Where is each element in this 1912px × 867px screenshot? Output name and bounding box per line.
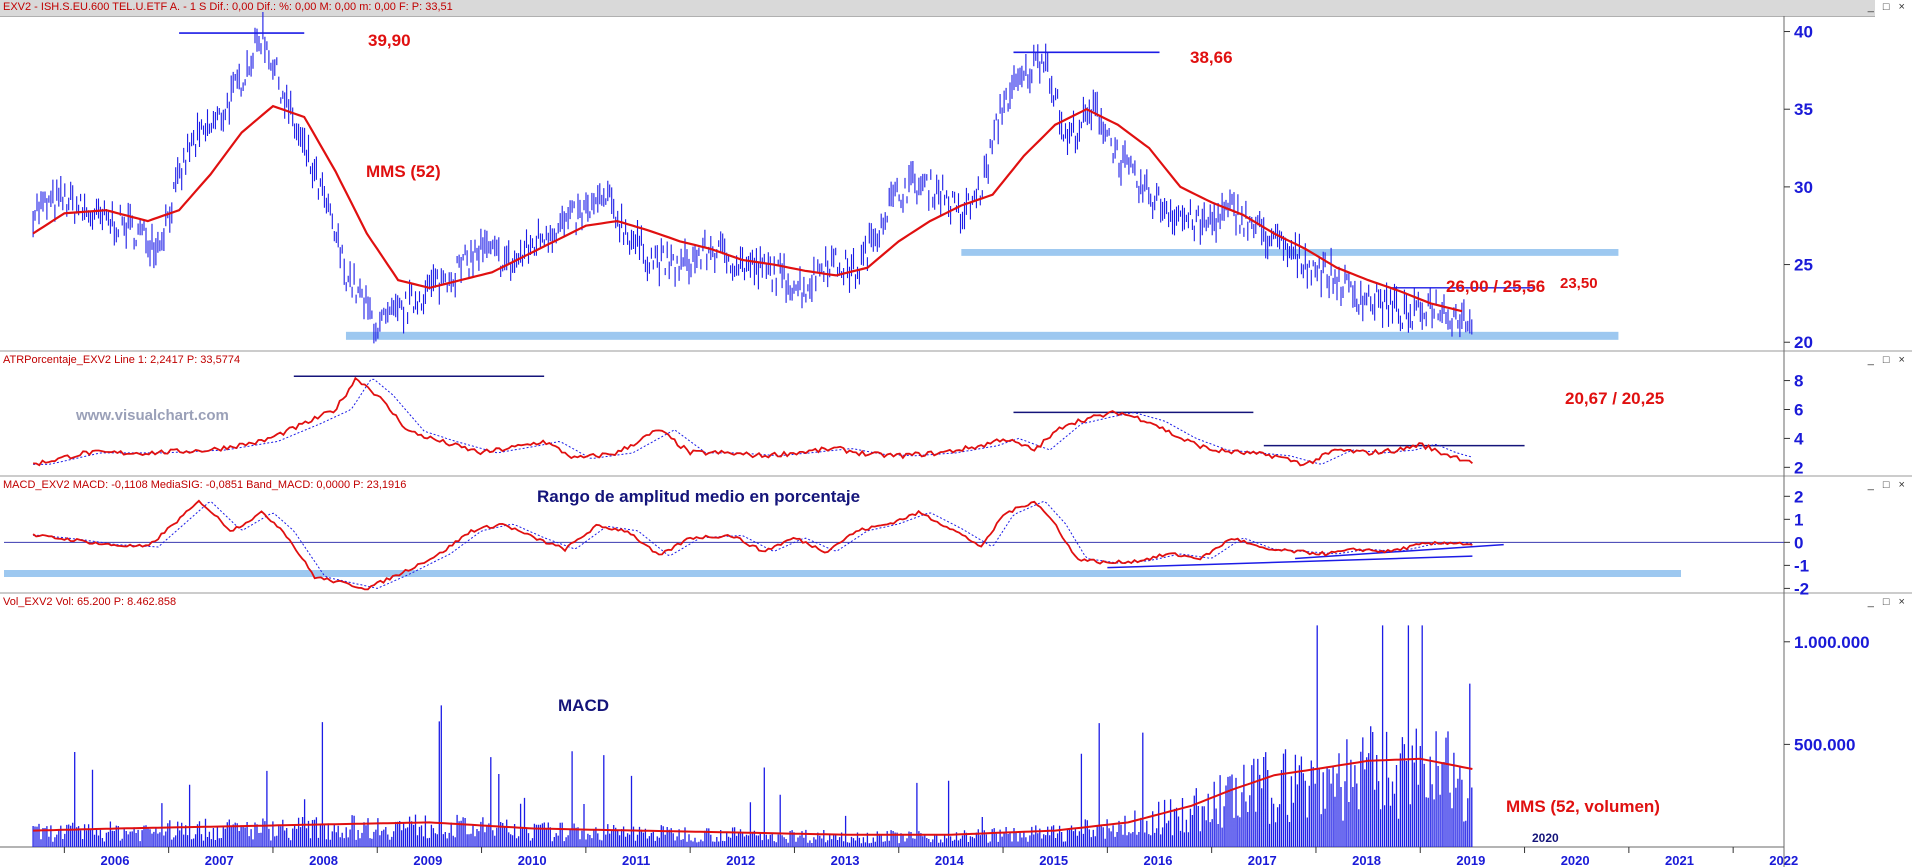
price-y-tick-label: 20 [1794, 333, 1813, 352]
x-tick-label: 2014 [935, 853, 965, 867]
atr-y-tick-label: 6 [1794, 400, 1803, 419]
macd-window-controls[interactable]: _ □ × [1867, 479, 1908, 491]
volume-moving-average-line [33, 757, 1473, 836]
volume-y-tick-label: 1.000.000 [1794, 633, 1870, 652]
x-tick-label: 2015 [1039, 853, 1068, 867]
volume-y-tick-label: 500.000 [1794, 735, 1855, 754]
macd-y-tick-label: 2 [1794, 487, 1803, 506]
price-panel-header: EXV2 - ISH.S.EU.600 TEL.U.ETF A. - 1 S D… [0, 0, 1875, 17]
volume-bars [32, 625, 1473, 847]
macd-y-tick-label: 0 [1794, 533, 1803, 552]
price-panel-header-text: EXV2 - ISH.S.EU.600 TEL.U.ETF A. - 1 S D… [3, 1, 453, 13]
x-tick-label: 2008 [309, 853, 338, 867]
atr-baseline-band [4, 570, 1682, 577]
annotation-support-lower: 20,67 / 20,25 [1565, 389, 1664, 408]
price-window-controls[interactable]: _ □ × [1867, 1, 1908, 13]
volume-panel-header: Vol_EXV2 Vol: 65.200 P: 8.462.858 [0, 595, 1875, 611]
price-y-tick-label: 35 [1794, 100, 1813, 119]
macd-trendline-lower [1107, 555, 1473, 569]
atr-y-tick-label: 2 [1794, 458, 1803, 477]
annotation-peak-3990: 39,90 [368, 31, 411, 50]
price-moving-average-line [32, 104, 1463, 313]
annotation-support-upper: 26,00 / 25,56 [1446, 277, 1545, 296]
annotation-resistance-2350: 23,50 [1560, 275, 1598, 292]
macd-panel-header: MACD_EXV2 MACD: -0,1108 MediaSIG: -0,085… [0, 478, 1875, 494]
x-tick-label: 2018 [1352, 853, 1381, 867]
atr-y-tick-label: 4 [1794, 429, 1804, 448]
atr-signal-line [33, 378, 1473, 465]
x-tick-label: 2019 [1456, 853, 1485, 867]
price-y-tick-label: 40 [1794, 23, 1813, 42]
annotation-volume-mms: MMS (52, volumen) [1506, 797, 1660, 816]
price-y-tick-label: 25 [1794, 256, 1813, 275]
atr-y-tick-label: 8 [1794, 372, 1803, 391]
annotation-atr-title: Rango de amplitud medio en porcentaje [537, 487, 860, 506]
x-tick-label: 2013 [831, 853, 860, 867]
price-y-tick-label: 30 [1794, 178, 1813, 197]
x-tick-label: 2016 [1144, 853, 1173, 867]
volume-window-controls[interactable]: _ □ × [1867, 596, 1908, 608]
atr-panel-header-text: ATRPorcentaje_EXV2 Line 1: 2,2417 P: 33,… [3, 354, 241, 366]
x-tick-label: 2022 [1769, 853, 1798, 867]
macd-y-tick-label: -2 [1794, 579, 1809, 598]
x-tick-label: 2021 [1665, 853, 1694, 867]
atr-window-controls[interactable]: _ □ × [1867, 354, 1908, 366]
macd-panel-header-text: MACD_EXV2 MACD: -0,1108 MediaSIG: -0,085… [3, 479, 407, 491]
atr-line [33, 376, 1473, 467]
x-tick-label: 2012 [726, 853, 755, 867]
annotation-2020-small: 2020 [1532, 831, 1559, 845]
macd-line [32, 499, 1473, 591]
price-bars [32, 12, 1473, 344]
macd-y-tick-label: 1 [1794, 510, 1803, 529]
x-tick-label: 2009 [413, 853, 442, 867]
x-tick-label: 2020 [1561, 853, 1590, 867]
support-band-lower [345, 331, 1619, 340]
x-tick-label: 2011 [622, 853, 650, 867]
annotation-macd: MACD [558, 696, 609, 715]
x-tick-label: 2017 [1248, 853, 1277, 867]
atr-panel-header: ATRPorcentaje_EXV2 Line 1: 2,2417 P: 33,… [0, 353, 1875, 369]
macd-y-tick-label: -1 [1794, 556, 1809, 575]
watermark: www.visualchart.com [75, 407, 229, 424]
x-tick-label: 2006 [101, 853, 130, 867]
volume-panel-header-text: Vol_EXV2 Vol: 65.200 P: 8.462.858 [3, 596, 177, 608]
x-tick-label: 2007 [205, 853, 234, 867]
x-tick-label: 2010 [518, 853, 547, 867]
macd-signal-line [33, 500, 1473, 589]
annotation-peak-3866: 38,66 [1190, 48, 1233, 67]
annotation-mms52: MMS (52) [366, 162, 441, 181]
